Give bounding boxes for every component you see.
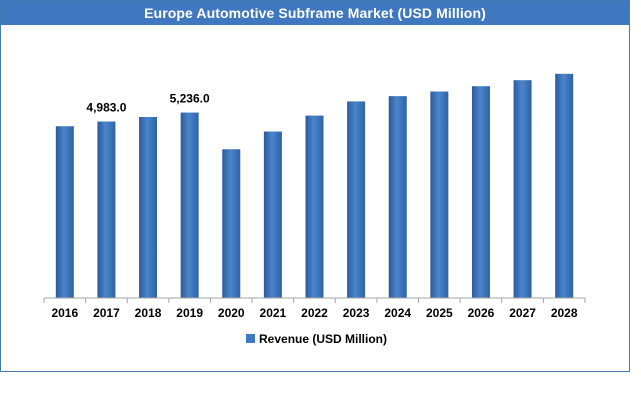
legend-label: Revenue (USD Million): [259, 332, 387, 346]
bar-2025: [430, 91, 449, 298]
data-label-2019: 5,236.0: [170, 92, 210, 106]
x-tick-label-2023: 2023: [343, 306, 370, 320]
bar-2023: [347, 101, 366, 298]
bar-2016: [55, 126, 74, 299]
x-tick-label-2021: 2021: [260, 306, 287, 320]
x-tick-label-2028: 2028: [551, 306, 578, 320]
bar-2024: [388, 96, 407, 298]
legend-swatch: [246, 334, 255, 343]
bar-2021: [263, 131, 282, 298]
x-tick-label-2024: 2024: [384, 306, 411, 320]
x-tick-label-2017: 2017: [93, 306, 120, 320]
bar-2027: [513, 80, 532, 298]
bar-2017: [97, 121, 116, 298]
bar-2028: [555, 73, 574, 298]
data-label-2017: 4,983.0: [86, 101, 126, 115]
x-tick-label-2018: 2018: [135, 306, 162, 320]
x-tick-label-2022: 2022: [301, 306, 328, 320]
chart-title-bar: Europe Automotive Subframe Market (USD M…: [1, 1, 629, 25]
bar-2018: [139, 117, 158, 298]
x-tick-label-2026: 2026: [468, 306, 495, 320]
bar-2019: [180, 112, 199, 298]
x-tick-label-2027: 2027: [509, 306, 536, 320]
x-tick-label-2025: 2025: [426, 306, 453, 320]
chart-title: Europe Automotive Subframe Market (USD M…: [144, 5, 486, 21]
x-tick-label-2020: 2020: [218, 306, 245, 320]
x-tick-label-2016: 2016: [51, 306, 78, 320]
x-tick-label-2019: 2019: [176, 306, 203, 320]
bar-2020: [222, 149, 241, 298]
bar-2022: [305, 115, 324, 299]
bar-2026: [471, 86, 490, 298]
